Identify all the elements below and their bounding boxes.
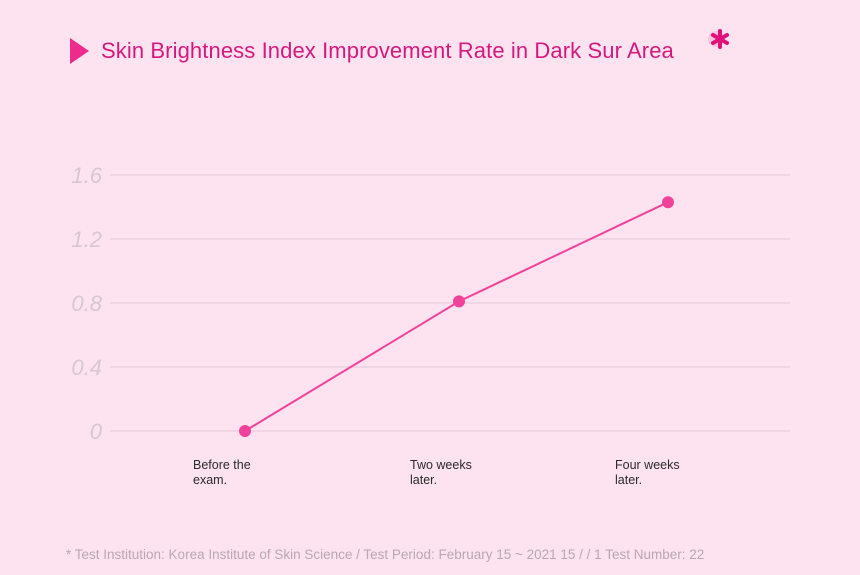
chart-title: Skin Brightness Index Improvement Rate i… (101, 38, 674, 63)
x-tick-label: Four weeks later. (615, 458, 680, 487)
y-tick-label: 0.8 (71, 291, 102, 316)
chart-title-row: Skin Brightness Index Improvement Rate i… (70, 34, 674, 68)
data-point (662, 196, 674, 209)
y-tick-label: 0 (90, 419, 103, 444)
asterisk-icon (708, 29, 729, 49)
data-point (453, 295, 465, 308)
play-triangle-icon (70, 38, 89, 64)
y-tick-label: 1.6 (71, 163, 102, 188)
data-point (239, 425, 251, 437)
y-tick-label: 1.2 (71, 227, 102, 252)
series-line (244, 201, 669, 432)
y-tick-label: 0.4 (71, 355, 102, 380)
x-tick-label: Before the exam. (193, 458, 251, 487)
footnote: * Test Institution: Korea Institute of S… (66, 547, 705, 562)
x-tick-label: Two weeks later. (410, 458, 472, 487)
